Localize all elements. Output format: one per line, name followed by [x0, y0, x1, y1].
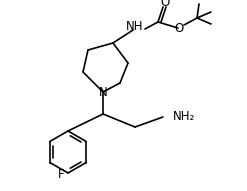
- Text: NH: NH: [126, 20, 144, 33]
- Text: NH₂: NH₂: [173, 109, 195, 122]
- Text: O: O: [160, 0, 170, 10]
- Text: F: F: [58, 168, 64, 180]
- Text: O: O: [174, 23, 184, 36]
- Text: N: N: [99, 87, 107, 100]
